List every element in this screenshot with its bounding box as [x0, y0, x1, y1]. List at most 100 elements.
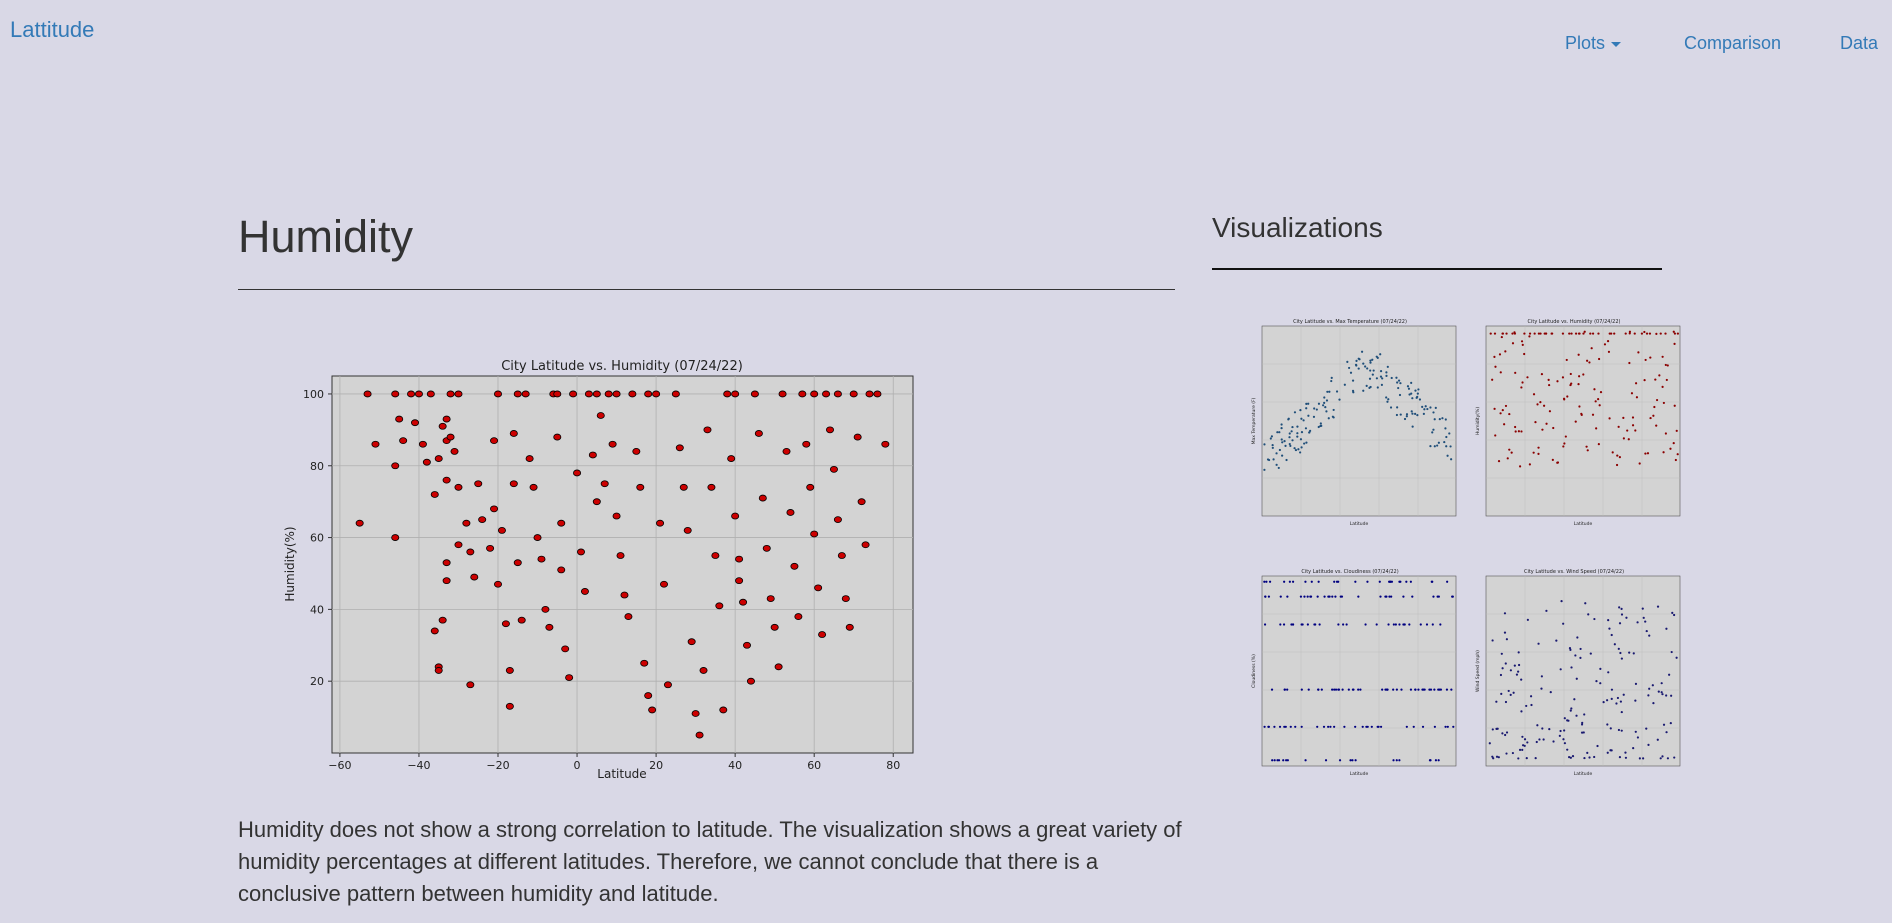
thumbnail-plot-area	[1485, 325, 1681, 517]
thumbnail-point	[1310, 580, 1313, 583]
thumbnail-point	[1500, 652, 1503, 655]
thumbnail-point	[1279, 623, 1282, 626]
data-point	[719, 706, 728, 714]
thumbnail-point	[1508, 412, 1511, 416]
thumbnail-point	[1595, 679, 1598, 683]
data-point	[505, 702, 514, 710]
thumbnail-point	[1562, 622, 1565, 625]
thumbnail-point	[1299, 451, 1302, 454]
thumbnail-point	[1366, 725, 1369, 728]
thumbnail-point	[1626, 429, 1629, 432]
thumbnail-point	[1445, 688, 1449, 691]
data-point	[644, 692, 653, 699]
thumbnail-point	[1406, 385, 1410, 388]
thumbnail-point	[1325, 410, 1328, 413]
thumbnail-point	[1567, 719, 1570, 722]
thumbnail-point	[1571, 755, 1575, 758]
thumbnail-point	[1491, 378, 1494, 381]
thumbnail-point	[1545, 609, 1548, 612]
thumbnail-point	[1505, 332, 1508, 335]
thumbnail-point	[1307, 414, 1310, 417]
thumbnail-point	[1264, 595, 1267, 598]
thumbnail-point	[1520, 430, 1523, 433]
data-point	[462, 519, 471, 527]
thumbnail-point	[1275, 452, 1278, 455]
data-point	[466, 681, 475, 689]
thumbnail-point	[1273, 725, 1276, 728]
thumbnail-point	[1428, 688, 1431, 691]
thumbnail-point	[1662, 451, 1665, 454]
thumbnail-point	[1659, 757, 1662, 760]
thumbnail-point	[1641, 607, 1644, 610]
thumbnail-point	[1299, 409, 1302, 412]
thumbnail-point	[1560, 600, 1563, 603]
thumbnail-point	[1297, 448, 1300, 451]
thumbnail-point	[1409, 580, 1412, 583]
data-point	[679, 483, 688, 491]
thumbnail-point	[1423, 688, 1426, 691]
thumbnail-y-label: Humidity(%)	[1475, 407, 1481, 435]
thumbnail-point	[1606, 723, 1609, 726]
x-axis-ticks: −60 −40 −20 0 20 40 60 80	[328, 753, 900, 772]
thumbnail-point	[1445, 445, 1448, 448]
nav-item-plots[interactable]: Plots	[1565, 33, 1622, 54]
data-point	[592, 390, 601, 398]
data-point	[853, 433, 862, 441]
thumbnail-point	[1288, 436, 1291, 439]
thumbnail-point	[1655, 398, 1659, 402]
nav-item-data[interactable]: Data	[1840, 33, 1879, 53]
thumbnail-point	[1654, 378, 1657, 381]
thumbnail-point	[1347, 688, 1350, 691]
visualization-thumbnail[interactable]: City Latitude vs. Max Temperature (07/24…	[1251, 319, 1457, 527]
thumbnail-point	[1276, 759, 1279, 762]
visualization-thumbnail[interactable]: City Latitude vs. Humidity (07/24/22) Lat…	[1475, 319, 1681, 527]
thumbnail-point	[1283, 440, 1286, 443]
thumbnail-point	[1263, 580, 1266, 583]
thumbnail-point	[1359, 688, 1362, 691]
thumbnail-point	[1593, 755, 1596, 759]
thumbnail-point	[1494, 434, 1497, 437]
data-point	[399, 437, 408, 445]
thumbnail-point	[1495, 755, 1499, 758]
thumbnail-point	[1632, 652, 1635, 655]
data-point	[774, 663, 783, 671]
thumbnail-point	[1513, 332, 1517, 335]
thumbnail-point	[1330, 376, 1333, 379]
thumbnail-point	[1289, 444, 1292, 448]
thumbnail-point	[1583, 756, 1586, 760]
thumbnail-point	[1399, 413, 1402, 416]
data-point	[829, 465, 838, 473]
visualization-thumbnail[interactable]: City Latitude vs. Wind Speed (07/24/22) L…	[1475, 569, 1681, 777]
data-point	[624, 613, 633, 620]
thumbnail-point	[1503, 612, 1507, 615]
thumbnail-point	[1520, 340, 1524, 343]
thumbnail-point	[1648, 332, 1652, 335]
thumbnail-point	[1642, 757, 1645, 760]
thumbnail-point	[1510, 451, 1513, 454]
thumbnail-point	[1664, 432, 1667, 435]
data-point	[434, 455, 443, 462]
thumbnail-point	[1607, 619, 1610, 622]
thumbnail-point	[1505, 752, 1508, 755]
data-point	[561, 645, 570, 653]
thumbnail-point	[1375, 355, 1378, 358]
data-point	[509, 480, 518, 488]
data-point	[446, 433, 455, 441]
thumbnail-point	[1584, 602, 1587, 605]
thumbnail-point	[1271, 759, 1274, 762]
data-point	[450, 448, 459, 455]
data-point	[490, 505, 499, 513]
thumbnail-point	[1282, 759, 1285, 762]
data-point	[758, 494, 767, 502]
thumbnail-point	[1304, 580, 1307, 583]
thumbnail-point	[1532, 393, 1536, 396]
thumbnail-point	[1628, 332, 1631, 335]
data-point	[537, 555, 546, 563]
navbar-brand[interactable]: Lattitude	[10, 17, 95, 42]
visualization-thumbnail[interactable]: City Latitude vs. Cloudiness (07/24/22) L…	[1251, 569, 1457, 777]
nav-item-comparison[interactable]: Comparison	[1684, 33, 1782, 53]
thumbnail-point	[1299, 438, 1303, 441]
thumbnail-point	[1313, 407, 1316, 410]
data-point	[833, 516, 842, 524]
thumbnail-point	[1499, 673, 1503, 677]
